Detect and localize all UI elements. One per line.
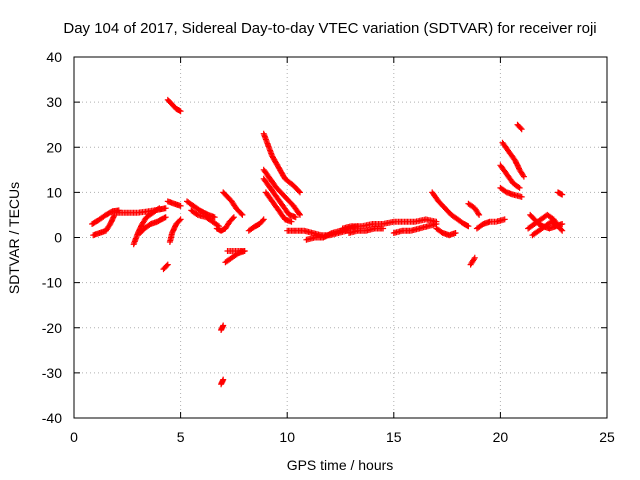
data-point-markers (346, 225, 387, 236)
data-track (262, 189, 295, 225)
data-track (499, 139, 527, 180)
data-track (164, 96, 184, 115)
data-point-markers (465, 200, 483, 218)
y-tick-label: 30 (46, 94, 62, 110)
data-track (390, 221, 440, 236)
data-track (137, 214, 169, 236)
data-track (160, 261, 171, 273)
y-tick-label: 40 (46, 49, 62, 65)
data-point-markers (473, 216, 508, 232)
data-track (113, 205, 169, 216)
data-track (218, 322, 227, 333)
chart-title: Day 104 of 2017, Sidereal Day-to-day VTE… (63, 20, 596, 37)
grid-lines (74, 57, 607, 418)
data-track (346, 225, 387, 236)
data-point-markers (224, 248, 248, 254)
data-track (467, 254, 478, 268)
x-axis-label: GPS time / hours (287, 457, 394, 473)
axis-ticks: 0 5 10 15 20 25 -40 -30 -20 -10 0 10 20 30 40 (42, 49, 615, 445)
data-track (260, 175, 299, 221)
x-tick-label: 10 (279, 429, 295, 445)
data-point-markers (220, 189, 246, 218)
data-point-markers (184, 198, 218, 221)
data-track (433, 225, 459, 239)
data-point-markers (529, 218, 566, 239)
data-track (497, 162, 523, 191)
data-track (245, 216, 267, 234)
x-tick-label: 20 (493, 429, 509, 445)
data-point-markers (433, 225, 459, 239)
data-point-markers (218, 322, 227, 333)
data-point-markers (245, 216, 267, 234)
data-point-markers (467, 254, 478, 268)
y-axis-label: SDTVAR / TECUs (6, 182, 22, 294)
data-track (90, 211, 118, 239)
data-track (497, 184, 525, 200)
data-track (555, 189, 566, 198)
data-point-markers (260, 166, 303, 218)
data-points (89, 96, 566, 388)
data-point-markers (497, 162, 523, 191)
data-track (429, 189, 472, 230)
y-tick-label: 0 (54, 230, 62, 246)
data-point-markers (260, 175, 299, 221)
data-track (339, 216, 440, 232)
plot-frame (73, 56, 608, 419)
y-tick-label: -20 (42, 320, 62, 336)
data-point-markers (339, 216, 440, 232)
data-point-markers (497, 184, 525, 200)
data-point-markers (90, 211, 118, 239)
x-tick-label: 5 (177, 429, 185, 445)
x-tick-label: 15 (386, 429, 402, 445)
data-track (218, 376, 227, 388)
data-track (473, 216, 508, 232)
data-point-markers (514, 121, 525, 133)
data-point-markers (390, 221, 440, 236)
y-tick-label: 20 (46, 139, 62, 155)
data-track (220, 189, 246, 218)
data-track (260, 166, 303, 218)
data-point-markers (164, 96, 184, 115)
y-tick-label: -10 (42, 275, 62, 291)
data-point-markers (499, 139, 527, 180)
data-point-markers (429, 189, 472, 230)
data-point-markers (555, 189, 566, 198)
data-point-markers (164, 198, 184, 209)
data-track (529, 218, 566, 239)
x-tick-label: 25 (599, 429, 615, 445)
data-track (224, 248, 248, 254)
data-point-markers (213, 214, 237, 234)
x-tick-label: 0 (70, 429, 78, 445)
y-tick-label: -40 (42, 410, 62, 426)
data-track (303, 223, 361, 243)
y-tick-label: 10 (46, 184, 62, 200)
data-point-markers (303, 223, 361, 243)
y-tick-label: -30 (42, 365, 62, 381)
data-track (184, 198, 218, 221)
data-track (188, 207, 222, 230)
data-point-markers (262, 189, 295, 225)
data-track (164, 198, 184, 209)
data-point-markers (188, 207, 222, 230)
data-point-markers (113, 205, 169, 216)
data-track (213, 214, 237, 234)
data-point-markers (260, 130, 303, 196)
data-track (260, 130, 303, 196)
data-point-markers (166, 216, 184, 245)
data-point-markers (137, 214, 169, 236)
data-point-markers (160, 261, 171, 273)
data-track (166, 216, 184, 245)
data-track (465, 200, 483, 218)
data-track (514, 121, 525, 133)
data-point-markers (218, 376, 227, 388)
